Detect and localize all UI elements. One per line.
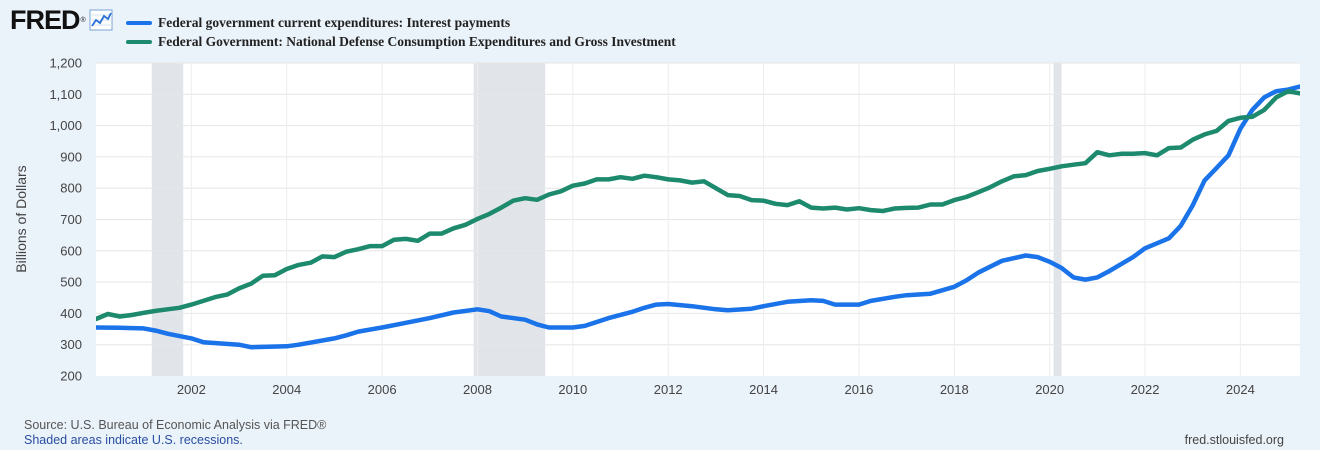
logo-registered-mark: ® — [80, 16, 86, 24]
y-tick-label: 900 — [60, 149, 82, 164]
x-tick-label: 2018 — [940, 382, 969, 397]
chart-legend: Federal government current expenditures:… — [126, 13, 676, 51]
y-tick-label: 400 — [60, 306, 82, 321]
line-graph-icon — [89, 9, 113, 31]
x-tick-label: 2014 — [749, 382, 778, 397]
legend-label-interest-payments: Federal government current expenditures:… — [158, 14, 511, 30]
gridlines — [96, 62, 1300, 376]
x-tick-label: 2024 — [1226, 382, 1255, 397]
x-tick-label: 2006 — [368, 382, 397, 397]
x-tick-label: 2002 — [177, 382, 206, 397]
y-tick-label: 600 — [60, 243, 82, 258]
source-note: Source: U.S. Bureau of Economic Analysis… — [24, 418, 327, 432]
y-tick-label: 200 — [60, 369, 82, 384]
x-tick-label: 2020 — [1035, 382, 1064, 397]
y-tick-label: 800 — [60, 181, 82, 196]
legend-label-defense-expenditures: Federal Government: National Defense Con… — [158, 33, 676, 49]
x-tick-label: 2016 — [844, 382, 873, 397]
footer-notes: Source: U.S. Bureau of Economic Analysis… — [24, 418, 326, 448]
x-tick-label: 2010 — [558, 382, 587, 397]
series-lines — [96, 84, 1312, 350]
legend-item-defense-expenditures[interactable]: Federal Government: National Defense Con… — [126, 32, 676, 51]
legend-swatch-interest-payments — [126, 20, 152, 25]
header: FRED ® Federal government current expendi… — [0, 0, 1320, 56]
recession-note[interactable]: Shaded areas indicate U.S. recessions. — [24, 433, 243, 447]
site-url[interactable]: fred.stlouisfed.org — [1184, 433, 1284, 447]
y-tick-label: 300 — [60, 337, 82, 352]
legend-swatch-defense-expenditures — [126, 39, 152, 44]
y-tick-label: 500 — [60, 275, 82, 290]
y-tick-label: 1,000 — [49, 118, 82, 133]
y-axis-ticks: 200 300 400 500 600 700 800 900 1,000 1,100 1,200 — [49, 56, 82, 384]
y-tick-label: 1,200 — [49, 56, 82, 71]
fred-logo[interactable]: FRED ® — [10, 6, 113, 34]
series-line-interest-payments[interactable] — [96, 84, 1300, 350]
x-tick-label: 2004 — [272, 382, 301, 397]
series-line-defense-expenditures[interactable] — [96, 87, 1312, 322]
x-axis-ticks: 2002 2004 2006 2008 2010 2012 2014 2016 2018 2020… — [177, 382, 1255, 397]
y-tick-label: 700 — [60, 212, 82, 227]
x-tick-label: 2022 — [1131, 382, 1160, 397]
legend-item-interest-payments[interactable]: Federal government current expenditures:… — [126, 13, 676, 32]
x-tick-label: 2012 — [654, 382, 683, 397]
x-tick-label: 2008 — [463, 382, 492, 397]
y-axis-label: Billions of Dollars — [13, 165, 29, 272]
y-tick-label: 1,100 — [49, 87, 82, 102]
logo-text: FRED — [10, 5, 80, 35]
